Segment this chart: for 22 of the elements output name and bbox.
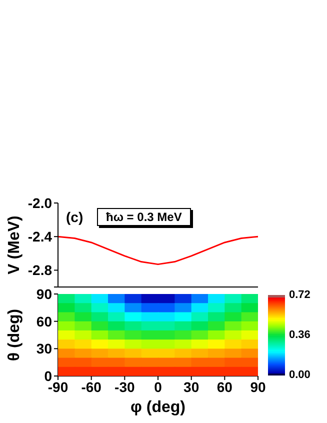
y-axis-title: V (MeV) (6, 216, 24, 274)
color-bar-label: 0.00 (289, 368, 310, 381)
y-tick-label: -2.0 (28, 194, 52, 211)
color-bar-label: 0.36 (289, 328, 310, 341)
x-tick-label: 0 (154, 378, 162, 395)
x-tick-label: -30 (114, 378, 135, 395)
y-tick-label: 30 (36, 340, 52, 357)
y-tick-label: 60 (36, 313, 52, 330)
x-tick-label: -60 (81, 378, 102, 395)
y-tick-label: -2.8 (28, 262, 52, 278)
x-tick-label: 90 (250, 378, 266, 395)
x-axis-title: φ (deg) (130, 399, 186, 416)
y-axis-title: θ (deg) (6, 308, 24, 362)
y-tick-label: -2.4 (28, 228, 52, 245)
y-tick-label: 0 (44, 368, 52, 384)
annotation: (c) (66, 209, 84, 225)
annotation: ħω = 0.3 MeV (97, 208, 191, 226)
y-tick-label: 90 (36, 286, 52, 302)
x-tick-label: 30 (184, 378, 200, 395)
x-tick-label: 60 (216, 378, 233, 395)
line-series (58, 236, 258, 266)
color-bar-label: 0.72 (289, 288, 310, 301)
